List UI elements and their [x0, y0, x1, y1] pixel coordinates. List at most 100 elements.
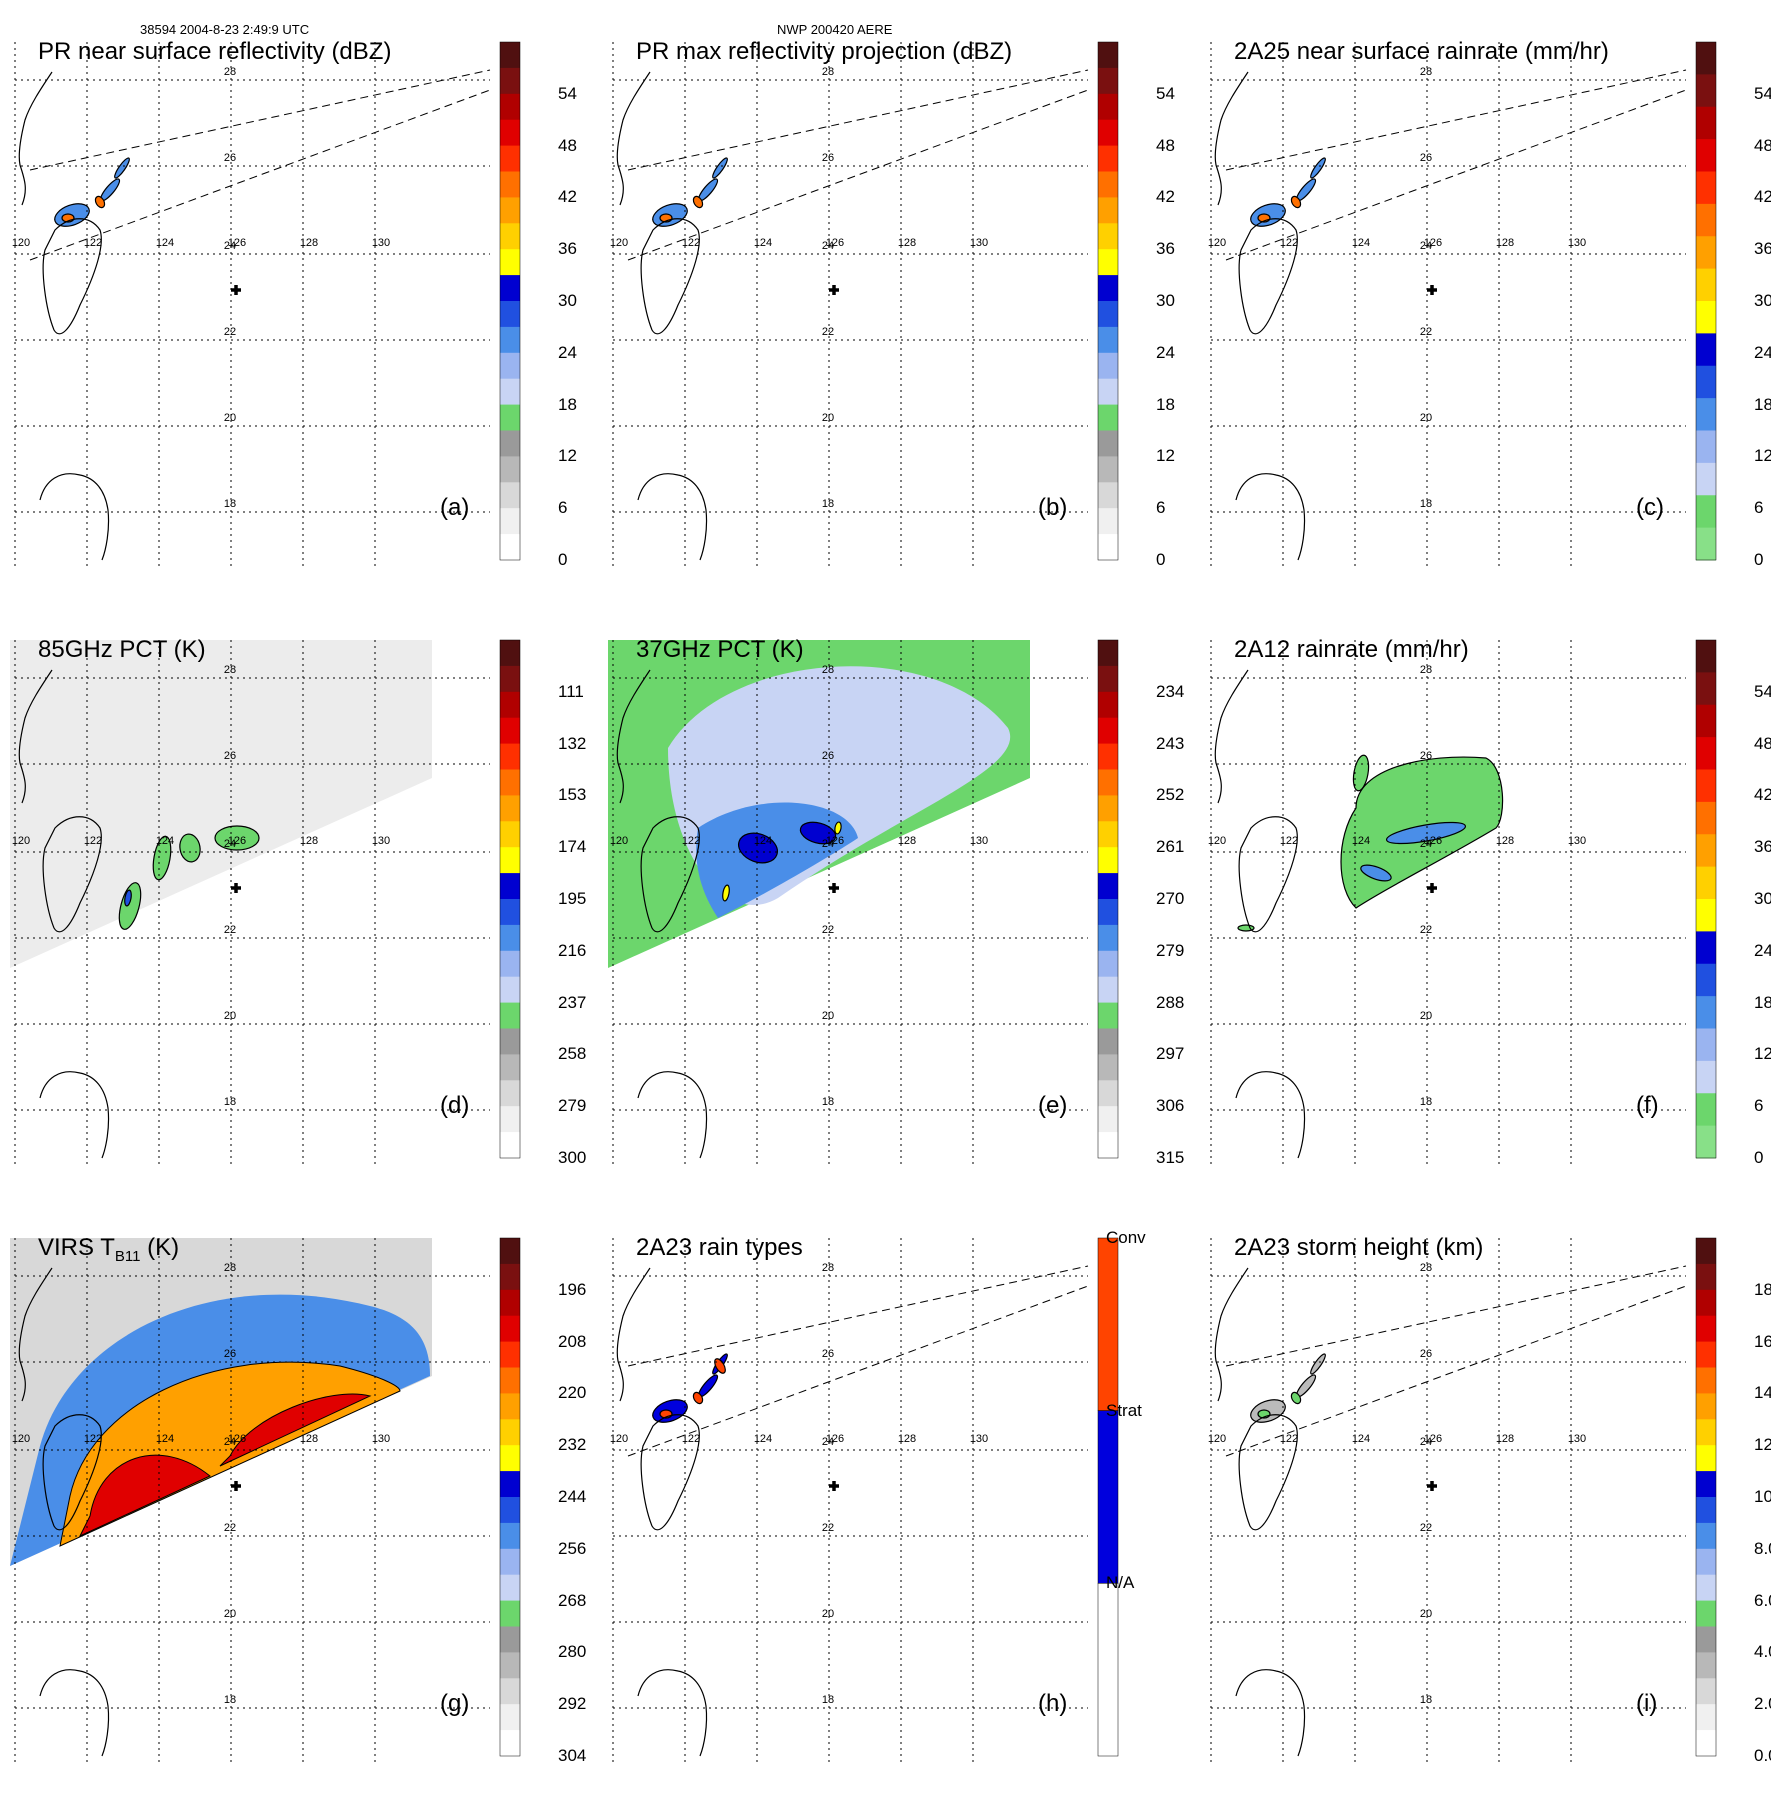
panel-g: 120 122 124 126 128 130 28 26 24 22 20 18 VIRS TB11 … — [10, 1226, 590, 1806]
panel-label: (i) — [1636, 1690, 1658, 1717]
lon-tick-label: 122 — [84, 835, 102, 847]
colorbar-segment — [500, 1393, 520, 1420]
lon-tick-label: 126 — [826, 237, 844, 249]
precip-cell — [114, 157, 130, 179]
colorbar-tick-label: N/A — [1106, 1573, 1135, 1593]
colorbar-segment — [1696, 398, 1716, 431]
precip-cell — [712, 157, 728, 179]
colorbar-segment — [1098, 821, 1118, 848]
panel-label: (e) — [1038, 1092, 1068, 1119]
lat-tick-label: 24 — [822, 838, 834, 850]
colorbar-tick-label: 42 — [1754, 187, 1771, 207]
lon-tick-label: 128 — [1496, 1433, 1514, 1445]
colorbar-segment — [500, 743, 520, 770]
colorbar-segment — [1696, 430, 1716, 464]
taiwan-coastline — [640, 218, 700, 335]
colorbar-segment — [1098, 93, 1118, 121]
colorbar-tick-label: 36 — [558, 239, 577, 259]
lon-tick-label: 122 — [1280, 1433, 1298, 1445]
header-orbit-time: 38594 2004-8-23 2:49:9 UTC — [140, 22, 310, 37]
colorbar-segment — [1098, 1080, 1118, 1107]
lat-tick-label: 28 — [1420, 664, 1432, 676]
lat-tick-label: 18 — [822, 1694, 834, 1706]
lon-tick-label: 130 — [970, 237, 988, 249]
china-coastline — [18, 1267, 53, 1402]
convective-core — [738, 832, 778, 864]
colorbar-segment — [1696, 996, 1716, 1029]
colorbar-tick-label: 292 — [558, 1694, 587, 1714]
map-area: 120 122 124 126 128 130 28 26 24 22 20 18 — [610, 42, 1089, 570]
panel-title: 37GHz PCT (K) — [636, 636, 804, 663]
colorbar-segment — [1696, 931, 1716, 965]
colorbar-segment — [500, 1289, 520, 1317]
lon-tick-label: 122 — [84, 237, 102, 249]
map-area: 120 122 124 126 128 130 28 26 24 22 20 18 — [12, 42, 491, 570]
colorbar-segment — [1696, 834, 1716, 868]
lat-tick-label: 28 — [224, 1262, 236, 1274]
convective-core — [834, 821, 842, 835]
lon-tick-label: 126 — [228, 835, 246, 847]
colorbar-segment — [1098, 482, 1118, 509]
storm-center-cross — [231, 1481, 241, 1491]
colorbar-segment — [1098, 1106, 1118, 1133]
colorbar-tick-label: 252 — [1156, 785, 1185, 805]
storm-center-cross — [1427, 285, 1437, 295]
panel-map: 120 122 124 126 128 130 28 26 24 22 20 18 — [1208, 639, 1717, 1168]
colorbar-segment — [500, 1054, 520, 1081]
lat-tick-label: 24 — [1420, 1436, 1432, 1448]
colorbar-frame — [1695, 1237, 1717, 1757]
colorbar-tick-label: 18 — [1156, 394, 1175, 414]
colorbar-segment — [500, 717, 520, 745]
colorbar-tick-label: 0 — [558, 550, 568, 569]
colorbar-tick-label: 0.0 — [1754, 1746, 1771, 1765]
lat-tick-label: 28 — [1420, 1262, 1432, 1274]
colorbar-segment — [1696, 1471, 1716, 1498]
colorbar-tick-label: 0 — [1754, 550, 1764, 569]
colorbar-segment — [500, 1704, 520, 1731]
colorbar-segment — [500, 430, 520, 457]
lon-tick-label: 120 — [12, 835, 30, 847]
lat-tick-label: 24 — [1420, 838, 1432, 850]
lat-tick-label: 24 — [822, 1436, 834, 1448]
colorbar-segment — [500, 275, 520, 302]
panel-a: 120 122 124 126 128 130 28 26 24 22 20 18 PR near su… — [10, 30, 590, 610]
colorbar-segment — [1098, 508, 1118, 535]
colorbar-segment — [500, 1471, 520, 1498]
colorbar-tick-label: 261 — [1156, 837, 1185, 857]
precip-cell — [1310, 157, 1326, 179]
colorbar-segment — [1696, 1125, 1716, 1159]
colorbar-tick-label: Strat — [1106, 1400, 1142, 1420]
lon-tick-label: 122 — [1280, 835, 1298, 847]
colorbar-segment — [1696, 462, 1716, 496]
colorbar-segment — [1696, 963, 1716, 997]
colorbar-segment — [1098, 42, 1118, 69]
precip-core — [692, 1391, 704, 1405]
pr-swath-edge — [627, 69, 1089, 171]
colorbar-segment — [1696, 1522, 1716, 1550]
colorbar-tick-label: 18 — [1754, 394, 1771, 414]
colorbar-segment — [1696, 1028, 1716, 1062]
colorbar-tick-label: 24 — [1754, 342, 1771, 362]
panel-title: 2A25 near surface rainrate (mm/hr) — [1234, 38, 1609, 65]
colorbar-segment — [1696, 1315, 1716, 1343]
colorbar — [499, 1237, 521, 1757]
colorbar-segment — [500, 93, 520, 121]
china-coastline — [18, 71, 53, 206]
panel-e: 120 122 124 126 128 130 28 26 24 22 20 18 37GHz PCT … — [608, 628, 1188, 1208]
colorbar-tick-label: 111 — [558, 681, 584, 701]
colorbar-segment — [500, 1238, 520, 1265]
colorbar-segment — [1696, 171, 1716, 205]
lon-tick-label: 122 — [682, 1433, 700, 1445]
taiwan-coastline — [42, 1414, 102, 1531]
colorbar-tick-label: 54 — [558, 83, 577, 103]
colorbar-segment — [1696, 1341, 1716, 1368]
lat-tick-label: 24 — [822, 240, 834, 252]
lat-tick-label: 20 — [1420, 1010, 1432, 1022]
china-coastline — [18, 669, 53, 804]
panel-title: PR max reflectivity projection (dBZ) — [636, 38, 1013, 65]
lon-tick-label: 126 — [228, 1433, 246, 1445]
lat-tick-label: 22 — [822, 924, 834, 936]
lon-tick-label: 126 — [1424, 1433, 1442, 1445]
colorbar-segment — [1098, 197, 1118, 224]
map-area: 120 122 124 126 128 130 28 26 24 22 20 18 — [1208, 1238, 1687, 1766]
